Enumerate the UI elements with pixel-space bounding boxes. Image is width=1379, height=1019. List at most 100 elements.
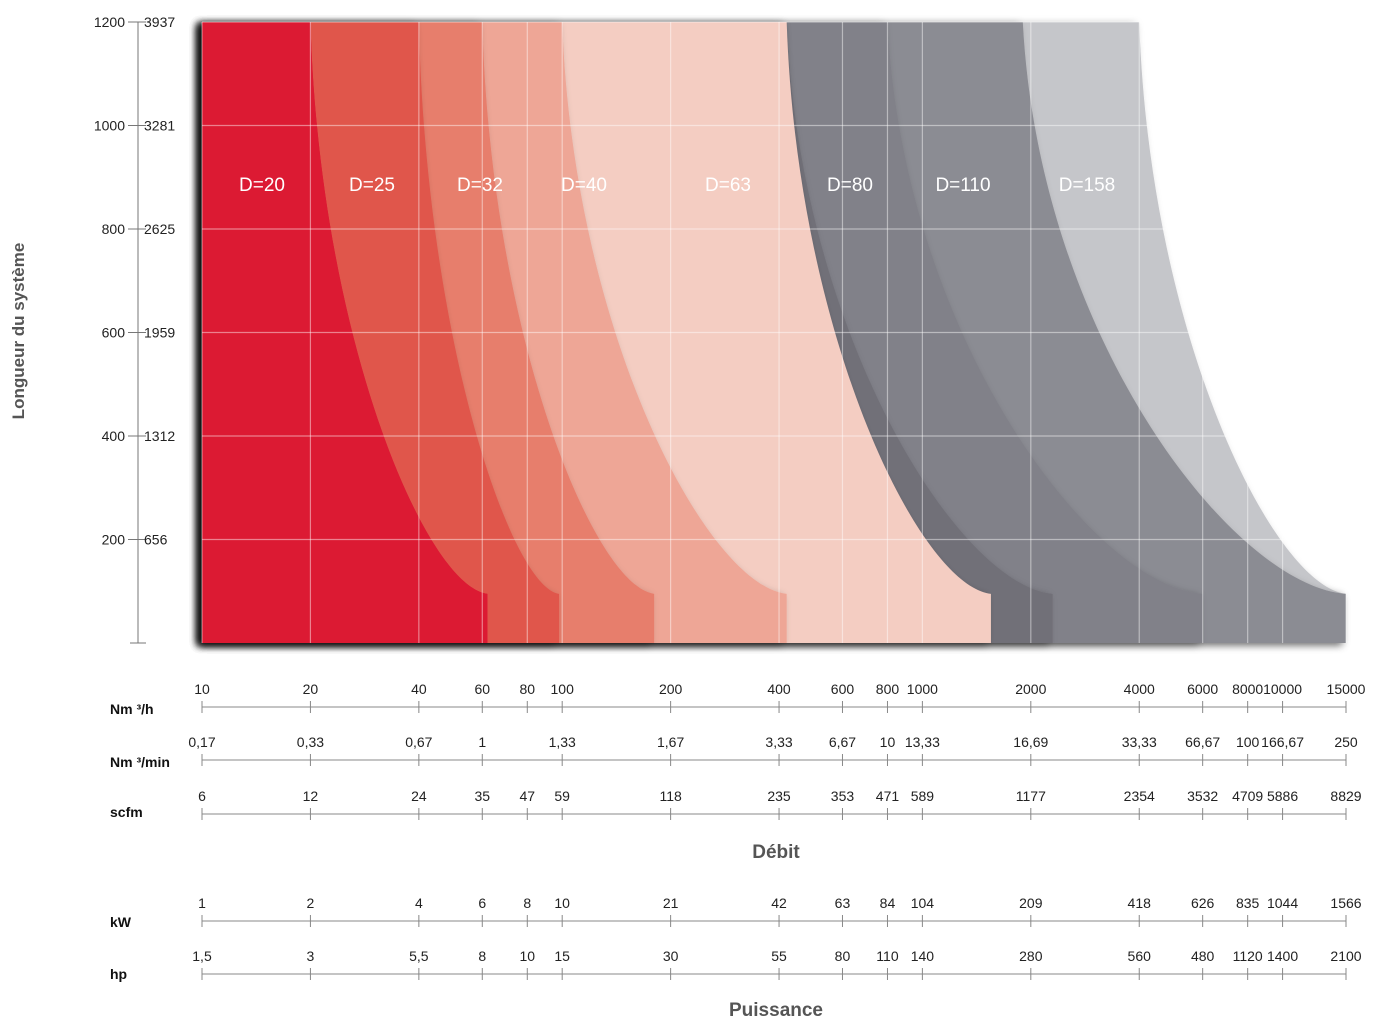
scale-name: Nm ³/h <box>110 701 154 717</box>
scale-tick-label: 209 <box>1019 895 1043 911</box>
power-section-title: Puissance <box>729 1000 823 1019</box>
scale-tick-label: 6000 <box>1187 681 1218 697</box>
scale-tick-label: 1,67 <box>657 734 684 750</box>
scale-tick-label: 35 <box>474 788 490 804</box>
scale-tick-label: 560 <box>1128 948 1152 964</box>
scale-tick-label: 1,5 <box>192 948 212 964</box>
scale-tick-label: 10 <box>194 681 210 697</box>
band-label: D=40 <box>561 175 607 196</box>
scale-tick-label: 6 <box>198 788 206 804</box>
y-tick-label-secondary: 1312 <box>144 428 175 444</box>
scale-tick-label: 418 <box>1128 895 1152 911</box>
scale-tick-label: 63 <box>835 895 851 911</box>
scale-tick-label: 3,33 <box>765 734 792 750</box>
scale-tick-label: 8 <box>478 948 486 964</box>
band-label: D=32 <box>457 175 503 196</box>
scale-tick-label: 42 <box>771 895 787 911</box>
scale-tick-label: 166,67 <box>1261 734 1304 750</box>
scale-name: Nm ³/min <box>110 754 170 770</box>
y-tick-label: 200 <box>102 532 126 548</box>
scale-tick-label: 10 <box>880 734 896 750</box>
scale-tick-label: 2100 <box>1330 948 1361 964</box>
scale-name: hp <box>110 966 127 982</box>
y-tick-label-secondary: 1959 <box>144 325 175 341</box>
scale-tick-label: 24 <box>411 788 427 804</box>
scale-tick-label: 59 <box>554 788 570 804</box>
band-area-d-20-top <box>202 22 488 643</box>
scale-tick-label: 12 <box>303 788 319 804</box>
scale-tick-label: 40 <box>411 681 427 697</box>
y-axis-label: Longueur du système <box>9 243 28 420</box>
scale-tick-label: 1000 <box>907 681 938 697</box>
scale-tick-label: 10 <box>554 895 570 911</box>
scale-name: kW <box>110 914 132 930</box>
y-tick-label: 400 <box>102 428 126 444</box>
band-labels: D=20 D=25 D=32 D=40 D=63 D=80 D=110 D=158 <box>239 175 1115 196</box>
scale-tick-label: 5,5 <box>409 948 429 964</box>
scale-tick-label: 471 <box>876 788 900 804</box>
scale-name: scfm <box>110 804 143 820</box>
scale-tick-label: 250 <box>1334 734 1358 750</box>
band-label: D=80 <box>827 175 873 196</box>
scale-tick-label: 30 <box>663 948 679 964</box>
scale-tick-label: 10 <box>519 948 535 964</box>
scale-tick-label: 1177 <box>1016 788 1046 804</box>
y-tick-label: 600 <box>102 325 126 341</box>
scale-tick-label: 104 <box>911 895 935 911</box>
scale-tick-label: 3 <box>307 948 315 964</box>
scale-tick-label: 600 <box>831 681 855 697</box>
x-scales: Nm ³/h 10 20 40 60 80 100 200 400 600 800 1000 2000 4… <box>110 681 1366 982</box>
scale-tick-label: 1 <box>478 734 486 750</box>
y-tick-label: 800 <box>102 221 126 237</box>
scale-tick-label: 589 <box>911 788 935 804</box>
scale-tick-label: 5886 <box>1267 788 1298 804</box>
y-tick-label: 1000 <box>94 118 125 134</box>
scale-tick-label: 3532 <box>1187 788 1218 804</box>
scale-tick-label: 400 <box>767 681 791 697</box>
scale-tick-label: 0,33 <box>297 734 324 750</box>
chart-bands <box>202 22 1346 643</box>
scale-tick-label: 60 <box>474 681 490 697</box>
scale-tick-label: 0,17 <box>188 734 215 750</box>
scale-tick-label: 1 <box>198 895 206 911</box>
scale-tick-label: 2 <box>307 895 315 911</box>
scale-tick-label: 6 <box>478 895 486 911</box>
scale-tick-label: 13,33 <box>905 734 940 750</box>
scale-tick-label: 1044 <box>1267 895 1298 911</box>
scale-tick-label: 4000 <box>1124 681 1155 697</box>
y-tick-label-secondary: 2625 <box>144 221 175 237</box>
scale-tick-label: 55 <box>771 948 787 964</box>
band-label: D=158 <box>1059 175 1116 196</box>
scale-tick-label: 1566 <box>1330 895 1361 911</box>
y-tick-label: 1200 <box>94 14 125 30</box>
scale-tick-label: 480 <box>1191 948 1215 964</box>
y-tick-label-secondary: 3937 <box>144 14 175 30</box>
scale-tick-label: 84 <box>880 895 896 911</box>
scale-tick-label: 20 <box>303 681 319 697</box>
scale-tick-label: 626 <box>1191 895 1215 911</box>
band-label: D=63 <box>705 175 751 196</box>
scale-tick-label: 6,67 <box>829 734 856 750</box>
scale-tick-label: 8000 <box>1232 681 1263 697</box>
band-label: D=25 <box>349 175 395 196</box>
scale-tick-label: 110 <box>876 948 899 964</box>
y-axis: 1200 3937 1000 3281 800 2625 600 1959 400 1312 200… <box>94 14 175 644</box>
scale-tick-label: 66,67 <box>1185 734 1220 750</box>
chart-grid <box>201 21 1347 643</box>
y-tick-label-secondary: 3281 <box>144 118 175 134</box>
scale-tick-label: 0,67 <box>405 734 432 750</box>
scale-tick-label: 800 <box>876 681 900 697</box>
scale-tick-label: 10000 <box>1263 681 1302 697</box>
scale-tick-label: 235 <box>767 788 791 804</box>
scale-tick-label: 353 <box>831 788 855 804</box>
scale-tick-label: 2000 <box>1015 681 1046 697</box>
band-label: D=20 <box>239 175 285 196</box>
scale-tick-label: 835 <box>1236 895 1260 911</box>
scale-tick-label: 1120 <box>1233 948 1263 964</box>
scale-tick-label: 100 <box>1236 734 1260 750</box>
scale-tick-label: 100 <box>551 681 575 697</box>
y-tick-label-secondary: 656 <box>144 532 168 548</box>
scale-tick-label: 33,33 <box>1122 734 1157 750</box>
scale-tick-label: 15 <box>554 948 570 964</box>
